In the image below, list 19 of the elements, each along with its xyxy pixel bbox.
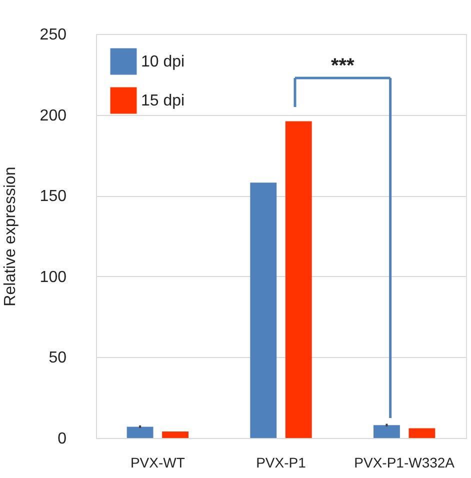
bar	[162, 432, 188, 438]
y-tick-label: 0	[58, 430, 67, 448]
legend-label: 15 dpi	[141, 92, 185, 110]
y-tick-label: 50	[48, 350, 67, 367]
y-tick-label: 100	[40, 268, 67, 286]
legend-label: 10 dpi	[141, 54, 185, 70]
x-tick-label: PVX-P1-W332A	[354, 454, 456, 470]
y-tick-label: 250	[40, 26, 67, 44]
bar	[408, 428, 436, 438]
bar	[285, 121, 312, 438]
annotation: ***	[330, 55, 355, 77]
bar	[250, 182, 277, 438]
y-tick-label: 150	[40, 188, 67, 206]
x-tick-label: PVX-WT	[130, 454, 186, 470]
x-tick-label: PVX-P1	[256, 454, 306, 470]
bar	[126, 426, 154, 438]
bar	[374, 425, 400, 438]
y-axis-title: Relative expression	[2, 166, 19, 306]
y-tick-label: 200	[40, 107, 67, 124]
